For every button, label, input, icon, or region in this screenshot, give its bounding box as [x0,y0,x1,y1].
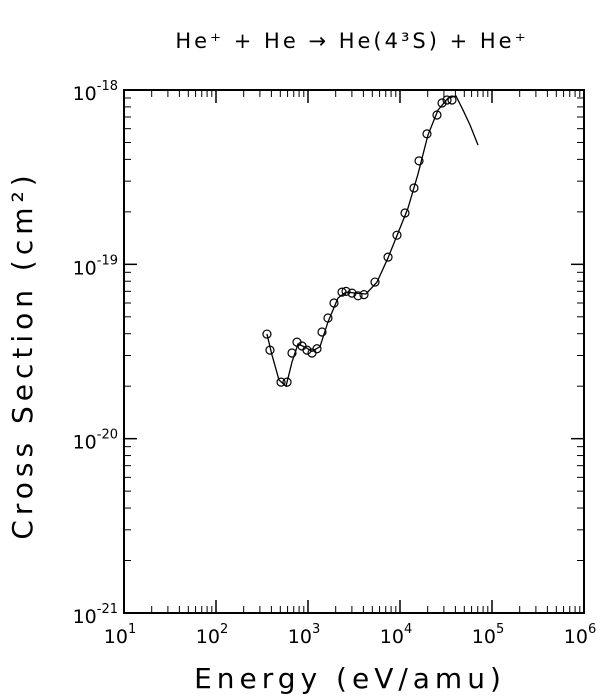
data-point [432,110,442,120]
tick-base: 10 [380,626,404,648]
tick-base: 10 [73,606,97,628]
data-point [359,290,369,300]
tick-exponent: -19 [97,253,118,268]
data-point [422,129,432,139]
tick-exponent: 3 [312,622,320,637]
tick-base: 10 [564,626,588,648]
tick-label: 103 [288,622,320,648]
data-point [383,252,393,262]
tick-exponent: -20 [97,427,118,442]
tick-base: 10 [104,626,128,648]
data-point [276,377,286,387]
tick-label: 10-20 [73,427,118,453]
data-point [317,327,327,337]
tick-base: 10 [288,626,312,648]
tick-label: 106 [564,622,596,648]
y-axis-label: Cross Section (cm²) [6,170,39,539]
tick-base: 10 [472,626,496,648]
x-axis-label: Energy (eV/amu) [194,662,506,695]
data-point [262,329,272,339]
data-point [447,95,457,105]
data-point [329,298,339,308]
tick-exponent: -18 [97,79,118,94]
tick-exponent: -21 [97,602,118,617]
data-point [341,286,351,296]
data-point [437,98,447,108]
plot-frame [123,89,585,614]
data-point [265,345,275,355]
tick-base: 10 [73,83,97,105]
data-point [409,183,419,193]
data-point [347,288,357,298]
tick-label: 10-19 [73,253,118,279]
tick-exponent: 1 [128,622,136,637]
tick-base: 10 [73,431,97,453]
tick-label: 102 [196,622,228,648]
tick-exponent: 5 [496,622,504,637]
data-point [312,344,322,354]
data-point [287,348,297,358]
tick-exponent: 2 [220,622,228,637]
tick-base: 10 [73,257,97,279]
tick-label: 10-21 [73,602,118,628]
data-point [282,377,292,387]
data-point [370,277,380,287]
data-point [400,208,410,218]
tick-exponent: 4 [404,622,412,637]
tick-label: 10-18 [73,79,118,105]
data-point [302,345,312,355]
tick-label: 104 [380,622,412,648]
data-point [337,287,347,297]
tick-base: 10 [196,626,220,648]
data-point [414,156,424,166]
tick-exponent: 6 [588,622,596,637]
data-point [392,230,402,240]
chart-title: He⁺ + He → He(4³S) + He⁺ [175,29,528,53]
tick-label: 105 [472,622,504,648]
tick-label: 101 [104,622,136,648]
data-point [442,95,452,105]
data-point [353,291,363,301]
data-point [323,313,333,323]
